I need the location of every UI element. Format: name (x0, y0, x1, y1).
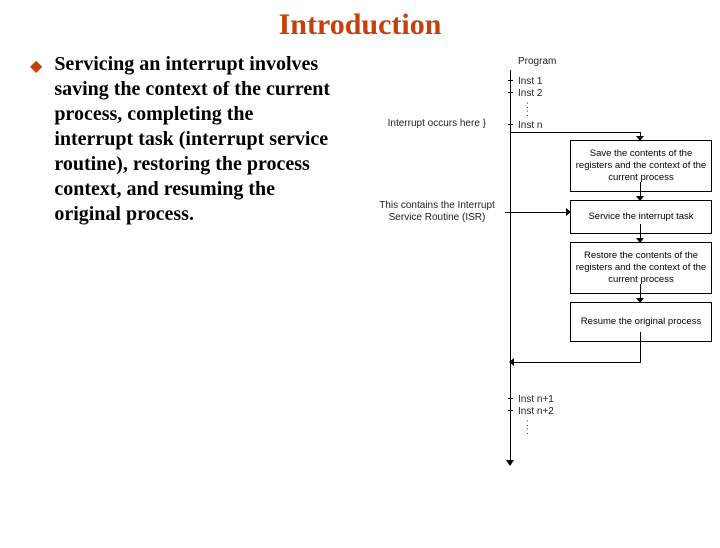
tick (508, 124, 513, 125)
diamond-bullet-icon: ◆ (30, 56, 42, 76)
box-restore-context: Restore the contents of the registers an… (570, 242, 712, 294)
interrupt-occurs-text: Interrupt occurs here (388, 118, 480, 129)
arrowhead-icon (509, 358, 514, 366)
inst2-label: Inst 2 (518, 88, 542, 100)
h-connector-top (510, 132, 640, 133)
box-save-context: Save the contents of the registers and t… (570, 140, 712, 192)
left-column: ◆ Servicing an interrupt involves saving… (0, 52, 330, 502)
arrowhead-icon (506, 460, 514, 466)
main-vertical-line (510, 70, 511, 462)
tick (508, 398, 513, 399)
instn2-label: Inst n+2 (518, 406, 554, 418)
program-label: Program (518, 56, 556, 68)
arrowhead-icon (566, 208, 571, 216)
h-connector-bottom (510, 362, 641, 363)
page-title: Introduction (0, 8, 720, 42)
box-service-task: Service the interrupt task (570, 200, 712, 234)
arrow-4-down (640, 332, 641, 362)
isr-label: This contains the Interrupt Service Rout… (372, 200, 502, 224)
interrupt-occurs-label: Interrupt occurs here } (368, 118, 486, 130)
instn-label: Inst n (518, 120, 542, 132)
content-row: ◆ Servicing an interrupt involves saving… (0, 52, 720, 502)
tick (508, 80, 513, 81)
brace-icon: } (483, 118, 486, 129)
dots-b2: : (526, 426, 529, 438)
inst1-label: Inst 1 (518, 76, 542, 88)
tick (508, 92, 513, 93)
isr-pointer (505, 212, 570, 213)
body-paragraph: Servicing an interrupt involves saving t… (54, 52, 330, 227)
tick (508, 410, 513, 411)
dots-a2: : (526, 108, 529, 120)
box-resume-process: Resume the original process (570, 302, 712, 342)
instn1-label: Inst n+1 (518, 394, 554, 406)
interrupt-flow-diagram: Program Inst 1 Inst 2 : : Inst n Interru… (340, 52, 720, 502)
